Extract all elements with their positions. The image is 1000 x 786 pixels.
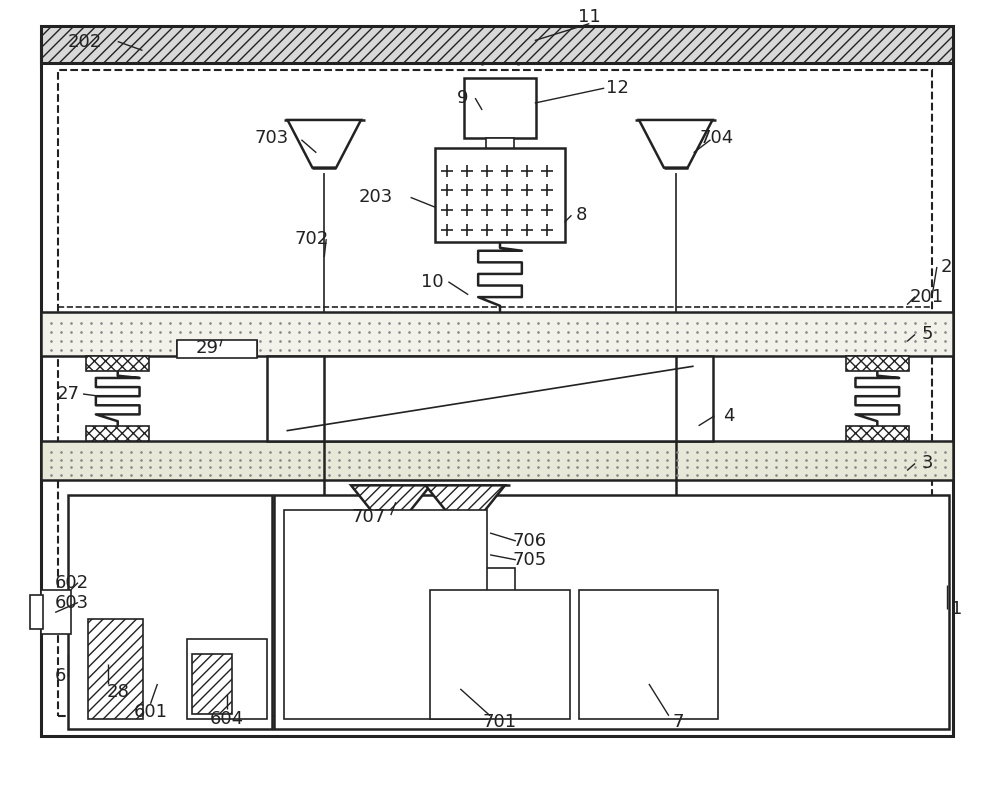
Bar <box>192 654 232 714</box>
Polygon shape <box>288 120 361 167</box>
Text: 201: 201 <box>910 288 944 306</box>
Text: 602: 602 <box>55 574 89 592</box>
Polygon shape <box>351 485 430 535</box>
Text: 202: 202 <box>68 32 102 50</box>
Text: 702: 702 <box>294 230 328 248</box>
Bar <box>58 70 932 716</box>
Bar <box>846 426 909 441</box>
Bar <box>30 594 43 630</box>
Text: 4: 4 <box>723 407 734 425</box>
Text: 603: 603 <box>55 593 89 612</box>
Bar <box>579 590 718 718</box>
Text: 12: 12 <box>606 79 629 97</box>
Bar <box>376 567 515 627</box>
Bar <box>464 79 536 138</box>
Bar <box>41 26 953 64</box>
Text: 27: 27 <box>57 385 80 403</box>
Text: 707: 707 <box>352 508 386 526</box>
Text: 3: 3 <box>921 454 933 472</box>
Text: 705: 705 <box>513 551 547 569</box>
Text: 703: 703 <box>255 129 289 147</box>
Bar <box>86 356 149 371</box>
Text: 704: 704 <box>699 129 734 147</box>
Text: 28: 28 <box>106 683 129 701</box>
Text: 7: 7 <box>673 713 684 731</box>
Text: 5: 5 <box>921 325 933 343</box>
Bar <box>486 138 514 185</box>
Text: 604: 604 <box>210 710 244 728</box>
Bar <box>274 495 949 729</box>
Bar <box>41 41 953 736</box>
Text: 9: 9 <box>457 89 468 107</box>
Text: 601: 601 <box>133 703 167 721</box>
Polygon shape <box>426 485 505 535</box>
Text: 706: 706 <box>513 532 547 550</box>
Bar <box>41 311 953 356</box>
Bar <box>68 495 272 729</box>
Bar <box>41 590 71 634</box>
Bar <box>430 590 570 718</box>
Bar <box>88 619 143 718</box>
Bar <box>86 426 149 441</box>
Text: 203: 203 <box>359 189 393 207</box>
Bar <box>284 510 487 718</box>
Text: 10: 10 <box>421 273 444 291</box>
Bar <box>267 356 713 441</box>
Text: 6: 6 <box>55 667 67 685</box>
Text: 11: 11 <box>578 8 601 26</box>
Bar <box>187 639 267 718</box>
Bar <box>846 356 909 371</box>
Bar <box>177 340 257 358</box>
Text: 2: 2 <box>941 258 953 276</box>
Text: 701: 701 <box>483 713 517 731</box>
Text: 29: 29 <box>196 340 219 358</box>
Polygon shape <box>639 120 712 167</box>
Text: 8: 8 <box>576 206 587 224</box>
Bar <box>41 441 953 480</box>
Bar <box>435 148 565 242</box>
Text: 1: 1 <box>951 601 962 619</box>
